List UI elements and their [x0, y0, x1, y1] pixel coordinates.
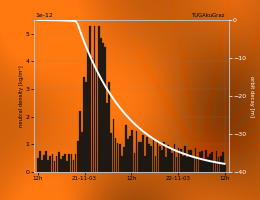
Bar — [87, 52, 89, 172]
Bar — [190, 150, 192, 172]
Bar — [39, 151, 41, 172]
Bar — [178, 148, 179, 172]
Bar — [224, 163, 226, 172]
Bar — [66, 161, 68, 172]
Bar — [132, 130, 133, 172]
Bar — [151, 146, 152, 172]
Bar — [167, 145, 169, 172]
Bar — [197, 157, 198, 172]
Bar — [77, 141, 79, 172]
Bar — [94, 26, 95, 172]
Text: TUGAkuGraz: TUGAkuGraz — [192, 13, 225, 18]
Bar — [184, 146, 186, 172]
Bar — [47, 160, 49, 172]
Bar — [41, 160, 43, 172]
Bar — [213, 162, 215, 172]
Bar — [138, 142, 140, 172]
Bar — [207, 157, 209, 172]
Bar — [96, 69, 98, 172]
Bar — [70, 154, 72, 172]
Bar — [186, 157, 188, 172]
Bar — [180, 149, 181, 172]
Bar — [146, 137, 148, 172]
Bar — [194, 148, 196, 172]
Bar — [56, 156, 57, 172]
Bar — [209, 154, 211, 172]
Bar — [203, 160, 205, 172]
Bar — [100, 38, 102, 172]
Bar — [123, 147, 125, 172]
Bar — [129, 136, 131, 172]
Bar — [54, 161, 55, 172]
Bar — [102, 43, 104, 172]
Bar — [174, 144, 175, 172]
Bar — [60, 159, 62, 172]
Bar — [157, 141, 158, 172]
Bar — [188, 150, 190, 172]
Bar — [104, 47, 106, 172]
Bar — [45, 151, 47, 172]
Bar — [83, 77, 85, 172]
Bar — [110, 133, 112, 172]
Bar — [62, 156, 64, 172]
Bar — [64, 154, 66, 172]
Bar — [169, 148, 171, 172]
Bar — [165, 157, 167, 172]
Bar — [216, 151, 217, 172]
Bar — [98, 26, 100, 172]
Bar — [81, 132, 83, 172]
Bar — [176, 157, 177, 172]
Bar — [218, 157, 219, 172]
Bar — [153, 138, 154, 172]
Bar — [159, 146, 160, 172]
Bar — [134, 153, 135, 172]
Bar — [108, 82, 110, 172]
Bar — [37, 158, 38, 172]
Bar — [127, 139, 129, 172]
Bar — [113, 119, 114, 172]
Bar — [68, 154, 70, 172]
Bar — [106, 103, 108, 172]
Bar — [51, 154, 53, 172]
Bar — [73, 160, 74, 172]
Bar — [125, 125, 127, 172]
Bar — [49, 156, 51, 172]
Bar — [155, 156, 156, 172]
Bar — [115, 138, 116, 172]
Bar — [92, 58, 93, 172]
Bar — [119, 144, 121, 172]
Bar — [163, 142, 165, 172]
Bar — [140, 142, 142, 172]
Bar — [199, 152, 200, 172]
Bar — [222, 152, 224, 172]
Bar — [220, 156, 222, 172]
Text: 1e-12: 1e-12 — [36, 13, 54, 18]
Bar — [211, 152, 213, 172]
Bar — [148, 144, 150, 172]
Bar — [182, 156, 184, 172]
Bar — [58, 152, 60, 172]
Y-axis label: neutral density [kg/m³]: neutral density [kg/m³] — [19, 65, 24, 127]
Bar — [79, 111, 81, 172]
Bar — [136, 131, 138, 172]
Bar — [205, 150, 207, 172]
Bar — [171, 153, 173, 172]
Bar — [142, 135, 144, 172]
Y-axis label: orbit decay [m]: orbit decay [m] — [249, 75, 254, 116]
Bar — [117, 143, 119, 172]
Bar — [192, 158, 194, 172]
Bar — [75, 154, 76, 172]
Bar — [144, 156, 146, 172]
Bar — [121, 156, 123, 172]
Bar — [43, 155, 45, 172]
Bar — [201, 151, 203, 172]
Bar — [89, 26, 91, 172]
Bar — [85, 82, 87, 172]
Bar — [161, 150, 163, 172]
